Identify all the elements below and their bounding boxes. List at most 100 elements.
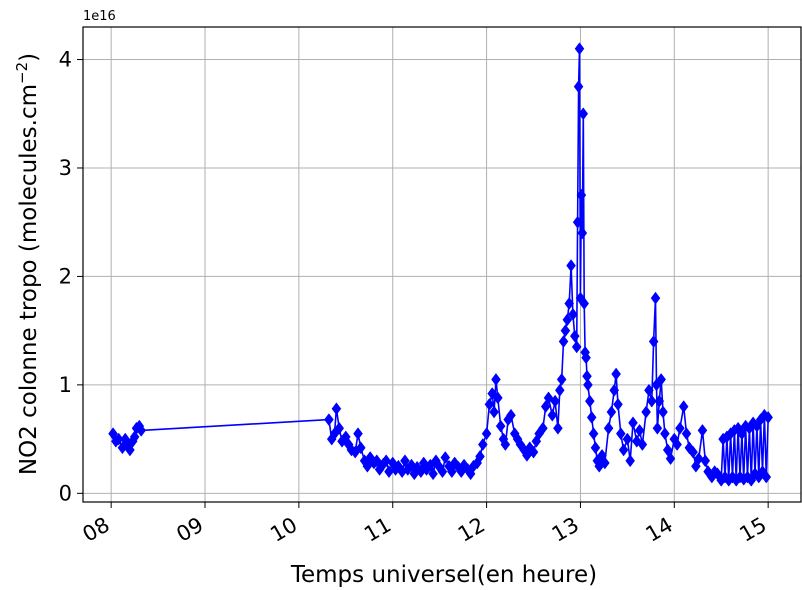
data-point bbox=[573, 80, 584, 94]
data-point bbox=[495, 419, 506, 433]
data-point bbox=[136, 424, 147, 437]
data-point bbox=[489, 405, 499, 419]
x-tick-label: 15 bbox=[735, 513, 770, 547]
data-point bbox=[662, 443, 673, 457]
x-tick-label: 14 bbox=[642, 513, 677, 547]
x-axis-label: Temps universel(en heure) bbox=[290, 562, 597, 588]
data-point bbox=[763, 410, 773, 424]
data-point bbox=[547, 408, 558, 422]
data-point bbox=[665, 452, 676, 466]
data-point bbox=[656, 373, 666, 386]
data-point bbox=[428, 467, 438, 481]
data-point bbox=[609, 383, 620, 397]
data-point bbox=[697, 424, 708, 437]
data-point bbox=[493, 391, 503, 405]
data-point bbox=[331, 402, 342, 416]
data-point bbox=[650, 291, 661, 305]
data-point bbox=[569, 329, 580, 343]
data-point bbox=[588, 427, 599, 441]
data-point bbox=[381, 454, 391, 468]
data-point bbox=[622, 432, 633, 446]
x-tick-label: 12 bbox=[454, 513, 489, 547]
y-offset-label: 1e16 bbox=[83, 9, 116, 24]
data-point bbox=[585, 394, 595, 408]
data-point bbox=[475, 450, 485, 463]
data-point bbox=[628, 416, 638, 430]
data-point bbox=[553, 421, 563, 435]
data-point bbox=[334, 421, 345, 435]
data-point bbox=[556, 373, 567, 386]
data-point bbox=[675, 421, 685, 435]
data-point bbox=[500, 438, 511, 451]
data-point bbox=[737, 427, 747, 441]
data-point bbox=[125, 443, 135, 457]
data-point bbox=[578, 107, 589, 121]
data-point bbox=[484, 397, 495, 411]
data-point bbox=[564, 297, 574, 310]
data-point bbox=[400, 454, 410, 468]
data-point bbox=[491, 373, 501, 386]
data-point bbox=[681, 427, 692, 441]
data-point bbox=[437, 465, 448, 479]
data-point bbox=[356, 441, 366, 455]
data-point bbox=[560, 324, 571, 338]
data-point bbox=[648, 335, 659, 348]
data-point bbox=[568, 307, 578, 321]
data-point bbox=[566, 259, 576, 273]
data-point bbox=[583, 378, 593, 392]
data-point bbox=[693, 452, 704, 466]
data-point bbox=[113, 432, 124, 446]
data-point bbox=[554, 383, 565, 397]
data-point bbox=[579, 297, 590, 310]
plot-background bbox=[83, 27, 801, 502]
y-tick-label: 1 bbox=[59, 373, 72, 397]
data-point bbox=[600, 456, 610, 470]
x-tick-label: 11 bbox=[360, 513, 395, 547]
data-point bbox=[572, 215, 583, 229]
y-tick-label: 3 bbox=[59, 156, 72, 180]
data-point bbox=[590, 441, 601, 455]
data-point bbox=[558, 335, 569, 348]
data-point bbox=[637, 438, 648, 451]
data-point bbox=[440, 451, 451, 464]
data-point bbox=[761, 470, 772, 484]
data-point bbox=[540, 400, 551, 413]
y-axis-label: NO2 colonne tropo (molecules.cm−2) bbox=[13, 53, 42, 475]
x-tick-label: 09 bbox=[172, 513, 207, 547]
data-point bbox=[652, 421, 663, 435]
data-point bbox=[678, 400, 689, 413]
data-point bbox=[581, 351, 591, 365]
data-point bbox=[562, 313, 573, 327]
data-point bbox=[603, 421, 614, 435]
data-point bbox=[700, 454, 711, 468]
data-point bbox=[577, 226, 588, 240]
y-tick-label: 0 bbox=[59, 481, 72, 505]
data-point bbox=[571, 340, 582, 354]
data-point bbox=[550, 394, 560, 408]
data-point bbox=[618, 443, 629, 457]
data-point bbox=[528, 445, 539, 459]
data-point bbox=[660, 427, 670, 441]
data-point bbox=[586, 410, 597, 424]
series-no2 bbox=[108, 42, 773, 487]
data-point bbox=[506, 408, 516, 422]
data-point bbox=[625, 454, 635, 468]
data-point bbox=[574, 42, 585, 56]
data-point bbox=[658, 405, 668, 419]
data-point bbox=[688, 445, 698, 459]
y-axis-label-close: ) bbox=[16, 53, 42, 62]
data-point bbox=[672, 438, 682, 451]
data-point bbox=[646, 394, 657, 408]
x-tick-label: 13 bbox=[548, 513, 583, 547]
data-point bbox=[654, 394, 665, 408]
y-tick-label: 2 bbox=[59, 264, 72, 288]
y-axis-label-exponent: −2 bbox=[13, 62, 31, 84]
plot-frame bbox=[82, 26, 802, 503]
x-tick-label: 10 bbox=[266, 513, 301, 547]
data-point bbox=[641, 405, 651, 419]
data-point bbox=[613, 397, 623, 411]
y-axis-label-main: NO2 colonne tropo (molecules.cm bbox=[16, 84, 42, 475]
data-point bbox=[324, 413, 334, 426]
data-point bbox=[353, 427, 363, 441]
